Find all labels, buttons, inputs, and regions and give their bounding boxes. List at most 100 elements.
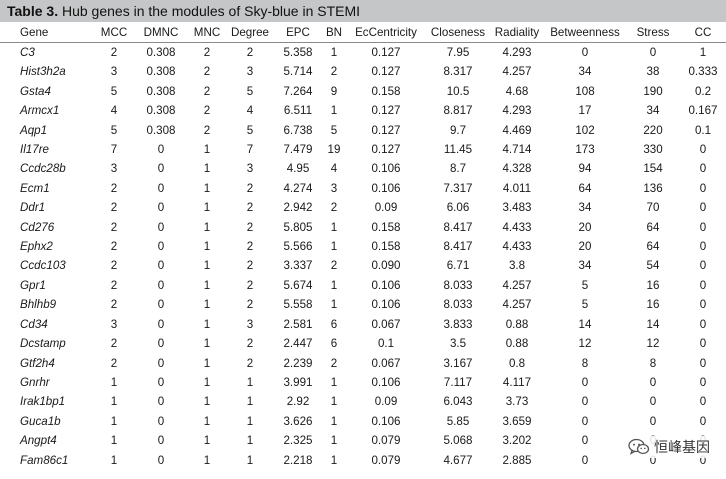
- gene-name-cell: Cd34: [20, 317, 48, 331]
- value-cell: 1: [203, 240, 211, 254]
- value-cell: 2: [110, 220, 118, 234]
- value-cell: 1: [330, 298, 338, 312]
- value-cell: 6: [330, 337, 338, 351]
- gene-name-cell: Gpr1: [20, 278, 46, 292]
- value-cell: 0: [581, 395, 589, 409]
- column-header-mnc: MNC: [188, 24, 226, 43]
- hub-genes-table: Gene MCC DMNC MNC Degree EPC BN EcCentricity Clo…: [0, 24, 726, 470]
- gene-name-cell: Gsta4: [20, 84, 51, 98]
- value-cell: 1: [330, 46, 338, 59]
- value-cell: 8.417: [443, 220, 473, 234]
- value-cell: 0.079: [371, 453, 401, 467]
- value-cell: 1: [246, 434, 254, 448]
- value-cell: 0: [157, 298, 165, 312]
- value-cell: 6.06: [446, 201, 470, 215]
- value-cell: 0: [699, 414, 707, 428]
- gene-name-cell: Ephx2: [20, 240, 53, 254]
- gene-name-cell: Fam86c1: [20, 453, 69, 467]
- value-cell: 2: [246, 201, 254, 215]
- value-cell: 5.714: [283, 65, 313, 79]
- value-cell: 8.817: [443, 104, 473, 118]
- value-cell: 3: [246, 162, 254, 176]
- value-cell: 3: [110, 162, 118, 176]
- value-cell: 5.558: [283, 298, 313, 312]
- column-header-closeness: Closeness: [426, 24, 490, 43]
- value-cell: 4.95: [286, 162, 310, 176]
- value-cell: 3.626: [283, 414, 313, 428]
- table-row: Ddr1 2 0 1 2 2.942 2 0.09 6.06 3.483 34 70 0: [0, 198, 726, 217]
- value-cell: 0.106: [371, 181, 401, 195]
- value-cell: 136: [643, 181, 663, 195]
- value-cell: 2: [330, 259, 338, 273]
- value-cell: 0: [699, 143, 707, 157]
- value-cell: 12: [646, 337, 660, 351]
- table-body: C3 2 0.308 2 2 5.358 1 0.127 7.95 4.293 0 0 1 Hist3h2…: [0, 43, 726, 470]
- value-cell: 1: [203, 143, 211, 157]
- value-cell: 2.92: [286, 395, 310, 409]
- table-row: Dcstamp 2 0 1 2 2.447 6 0.1 3.5 0.88 12 12 0: [0, 334, 726, 353]
- column-header-dmnc: DMNC: [134, 24, 188, 43]
- value-cell: 38: [646, 65, 660, 79]
- value-cell: 0.106: [371, 414, 401, 428]
- value-cell: 4: [110, 104, 118, 118]
- value-cell: 5.805: [283, 220, 313, 234]
- value-cell: 0: [699, 395, 707, 409]
- value-cell: 0: [157, 414, 165, 428]
- value-cell: 4.433: [502, 220, 532, 234]
- table-row: Guca1b 1 0 1 1 3.626 1 0.106 5.85 3.659 0 0 0: [0, 412, 726, 431]
- value-cell: 1: [203, 453, 211, 467]
- value-cell: 94: [578, 162, 592, 176]
- gene-name-cell: Ccdc28b: [20, 162, 66, 176]
- value-cell: 2: [246, 240, 254, 254]
- value-cell: 2: [110, 259, 118, 273]
- value-cell: 220: [643, 123, 663, 137]
- value-cell: 7: [246, 143, 254, 157]
- value-cell: 0.067: [371, 317, 401, 331]
- value-cell: 0: [157, 395, 165, 409]
- value-cell: 9.7: [449, 123, 467, 137]
- value-cell: 34: [578, 201, 592, 215]
- value-cell: 0.067: [371, 356, 401, 370]
- value-cell: 34: [646, 104, 660, 118]
- value-cell: 0.8: [508, 356, 526, 370]
- value-cell: 0: [649, 395, 657, 409]
- column-header-mcc: MCC: [94, 24, 134, 43]
- value-cell: 0.308: [146, 104, 176, 118]
- value-cell: 2: [110, 298, 118, 312]
- value-cell: 0.88: [505, 337, 529, 351]
- value-cell: 2.447: [283, 337, 313, 351]
- value-cell: 0.106: [371, 278, 401, 292]
- value-cell: 0: [699, 201, 707, 215]
- gene-name-cell: Il17re: [20, 143, 50, 157]
- value-cell: 0: [699, 181, 707, 195]
- value-cell: 1: [203, 356, 211, 370]
- value-cell: 10.5: [446, 84, 470, 98]
- table-row: C3 2 0.308 2 2 5.358 1 0.127 7.95 4.293 0 0 1: [0, 43, 726, 63]
- value-cell: 0: [157, 453, 165, 467]
- value-cell: 1: [203, 181, 211, 195]
- value-cell: 1: [110, 414, 118, 428]
- value-cell: 34: [578, 259, 592, 273]
- gene-name-cell: Gnrhr: [20, 375, 50, 389]
- column-header-bn: BN: [322, 24, 346, 43]
- column-header-radiality: Radiality: [490, 24, 544, 43]
- value-cell: 5.85: [446, 414, 470, 428]
- value-cell: 4.257: [502, 65, 532, 79]
- value-cell: 5.068: [443, 434, 473, 448]
- gene-name-cell: Angpt4: [20, 434, 57, 448]
- watermark: 恒峰基因: [624, 436, 714, 458]
- value-cell: 7.264: [283, 84, 313, 98]
- value-cell: 4.469: [502, 123, 532, 137]
- value-cell: 5: [110, 84, 118, 98]
- value-cell: 8.417: [443, 240, 473, 254]
- value-cell: 54: [646, 259, 660, 273]
- value-cell: 2: [110, 181, 118, 195]
- table-row: Armcx1 4 0.308 2 4 6.511 1 0.127 8.817 4.293 17 34 0…: [0, 101, 726, 120]
- value-cell: 64: [646, 220, 660, 234]
- table-caption-label: Table 3.: [7, 3, 59, 19]
- value-cell: 190: [643, 84, 663, 98]
- gene-name-cell: Ccdc103: [20, 259, 66, 273]
- value-cell: 4.328: [502, 162, 532, 176]
- value-cell: 19: [327, 143, 341, 157]
